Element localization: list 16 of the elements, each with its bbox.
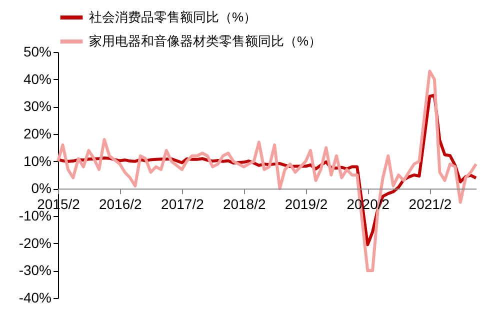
x-tick-label: 2018/2: [222, 196, 266, 212]
x-tick-label: 2019/2: [284, 196, 328, 212]
x-tick-label: 2016/2: [98, 196, 142, 212]
y-tick-label: 20%: [23, 126, 52, 142]
y-tick-label: -30%: [18, 262, 52, 278]
y-tick-label: 0%: [31, 180, 52, 196]
legend-label: 社会消费品零售额同比（%）: [89, 10, 257, 24]
y-tick-label: -40%: [18, 290, 52, 306]
y-tick-label: 10%: [23, 152, 52, 169]
x-tick-label: 2017/2: [161, 196, 204, 212]
y-tick-label: 30%: [23, 98, 52, 114]
y-tick-label: 40%: [23, 70, 52, 87]
legend-label: 家用电器和音像器材类零售额同比（%）: [89, 34, 322, 48]
x-tick-label: 2021/2: [408, 196, 452, 212]
y-tick-label: -20%: [18, 234, 52, 251]
y-tick-label: 50%: [23, 44, 52, 60]
